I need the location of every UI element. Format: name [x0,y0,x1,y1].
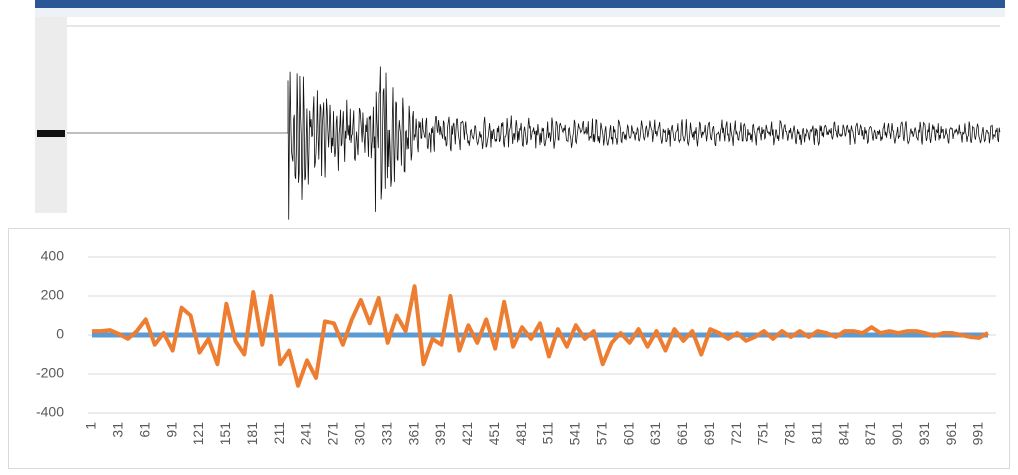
x-tick-label: 361 [405,422,421,446]
x-tick-label: 301 [352,422,368,446]
x-tick-label: 721 [728,422,744,446]
x-tick-label: 451 [486,422,502,446]
x-tick-label: 961 [943,422,959,446]
x-tick-label: 1 [83,422,99,430]
x-tick-label: 541 [567,422,583,446]
x-tick-label: 631 [647,422,663,446]
x-tick-label: 991 [970,422,986,446]
x-tick-label: 421 [459,422,475,446]
toolbar [35,8,1005,17]
x-tick-label: 151 [217,422,233,446]
x-tick-label: 211 [271,422,287,445]
y-tick-label: -200 [36,365,64,381]
x-tick-label: 601 [620,422,636,446]
x-tick-label: 511 [540,422,556,445]
x-tick-label: 811 [808,422,824,445]
series-line [92,284,989,388]
x-tick-label: 481 [513,422,529,446]
y-tick-label: 200 [41,287,65,303]
x-tick-label: 781 [782,422,798,446]
seismogram-window [35,0,1005,220]
x-tick-label: 181 [244,422,260,446]
y-tick-label: 400 [41,248,65,264]
x-tick-label: 331 [378,422,394,446]
window-background [35,0,1005,213]
x-tick-label: 661 [674,422,690,446]
channel-tag [37,130,65,137]
x-tick-label: 91 [163,422,179,438]
x-tick-label: 691 [701,422,717,446]
x-tick-label: 901 [889,422,905,446]
channel-panel [35,17,67,213]
x-tick-label: 31 [110,422,126,438]
x-tick-label: 271 [325,422,341,446]
x-tick-label: 241 [298,422,314,446]
x-tick-label: 751 [755,422,771,446]
x-tick-label: 871 [862,422,878,446]
x-tick-label: 571 [593,422,609,446]
chart-frame [8,228,1010,469]
x-tick-label: 391 [432,422,448,446]
y-tick-label: 0 [56,326,64,342]
x-tick-label: 841 [835,422,851,446]
x-tick-label: 121 [190,422,206,446]
seismic-trace [287,66,1001,220]
y-tick-label: -400 [36,404,64,420]
x-tick-label: 931 [916,422,932,446]
x-tick-label: 61 [136,422,152,438]
title-bar [35,0,1005,8]
